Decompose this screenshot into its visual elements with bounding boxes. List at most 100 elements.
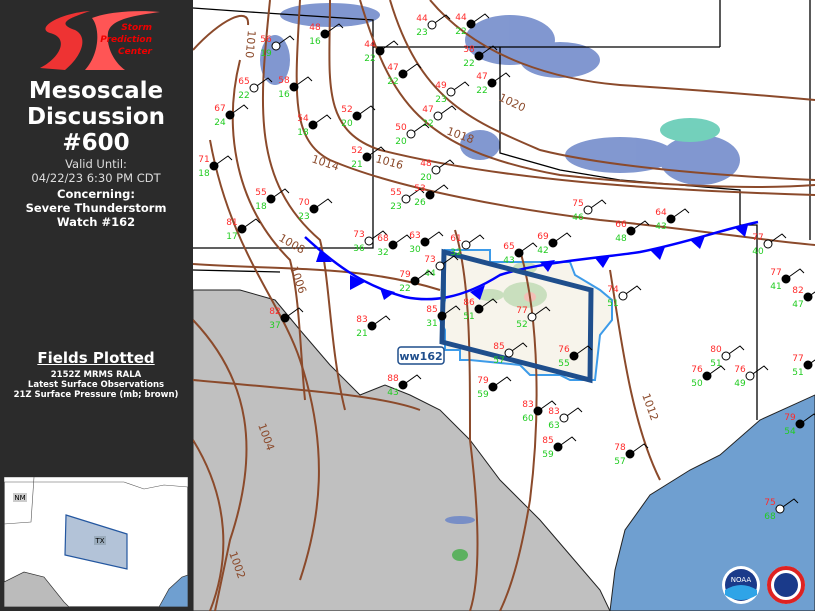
- sky-cover-icon: [367, 321, 377, 331]
- wind-barb-icon: [392, 234, 412, 246]
- wind-barb-icon: [356, 105, 376, 117]
- dewpoint: 23: [416, 28, 427, 38]
- sky-cover-icon: [721, 351, 731, 361]
- svg-text:Center: Center: [118, 47, 153, 57]
- dewpoint: 20: [395, 137, 407, 147]
- sky-cover-icon: [431, 165, 441, 175]
- temperature: 88: [387, 374, 399, 384]
- title-line: Discussion: [26, 104, 166, 130]
- dewpoint: 18: [198, 169, 210, 179]
- watch-label-text: ww162: [399, 350, 442, 363]
- dewpoint: 49: [734, 379, 746, 389]
- dewpoint: 48: [615, 234, 627, 244]
- sky-cover-icon: [548, 238, 558, 248]
- dewpoint: 23: [390, 202, 401, 212]
- concerning-text: Severe Thunderstorm: [25, 201, 167, 215]
- wind-barb-icon: [587, 199, 607, 211]
- dewpoint: 22: [238, 91, 249, 101]
- wind-barb-icon: [706, 365, 726, 377]
- dewpoint: 22: [364, 54, 375, 64]
- dewpoint: 26: [414, 198, 426, 208]
- wind-barb-icon: [441, 305, 461, 317]
- sky-cover-icon: [474, 51, 484, 61]
- sky-cover-icon: [553, 442, 563, 452]
- dewpoint: 22: [463, 59, 474, 69]
- dewpoint: 32: [377, 248, 388, 258]
- sky-cover-icon: [461, 240, 471, 250]
- wind-barb-icon: [410, 123, 430, 135]
- wind-barb-icon: [379, 40, 399, 52]
- dewpoint: 51: [463, 312, 474, 322]
- temperature: 76: [691, 365, 703, 375]
- temperature: 77: [516, 306, 527, 316]
- field-item: 2152Z MRMS RALA: [50, 370, 142, 380]
- temperature: 83: [548, 407, 559, 417]
- sky-cover-icon: [446, 87, 456, 97]
- concerning: Concerning: Severe Thunderstorm Watch #1…: [0, 187, 192, 229]
- dewpoint: 54: [784, 427, 796, 437]
- temperature: 80: [710, 345, 722, 355]
- wind-barb-icon: [270, 188, 290, 200]
- dewpoint: 18: [297, 128, 309, 138]
- wind-barb-icon: [312, 114, 332, 126]
- sky-cover-icon: [514, 248, 524, 258]
- mesoscale-map: 1020 1018 1016 1014 1010 1008 1006 1004 …: [193, 0, 815, 611]
- dewpoint: 68: [764, 512, 776, 522]
- mexico-region: [193, 289, 611, 611]
- wind-barb-icon: [807, 359, 815, 366]
- dewpoint: 22: [422, 119, 433, 129]
- isobars: [193, 0, 815, 611]
- wind-barb-icon: [437, 105, 457, 117]
- svg-text:NOAA: NOAA: [731, 576, 752, 584]
- dewpoint: 36: [353, 244, 365, 254]
- temperature: 70: [298, 198, 310, 208]
- dewpoint: 23: [435, 95, 446, 105]
- sky-cover-icon: [289, 82, 299, 92]
- sky-cover-icon: [398, 380, 408, 390]
- temperature: 74: [607, 285, 619, 295]
- wind-barb-icon: [799, 413, 815, 425]
- sky-cover-icon: [781, 274, 791, 284]
- spc-logo: Storm Prediction Center: [40, 11, 160, 70]
- wind-barb-icon: [552, 232, 572, 244]
- wind-barb-icon: [366, 146, 386, 158]
- sky-cover-icon: [362, 152, 372, 162]
- sky-cover-icon: [352, 111, 362, 121]
- wind-barb-icon: [537, 400, 557, 412]
- temperature: 61: [450, 234, 461, 244]
- concerning-label: Concerning:: [57, 187, 135, 201]
- watch-label[interactable]: ww162: [397, 346, 445, 365]
- sky-cover-icon: [266, 194, 276, 204]
- dewpoint: 19: [260, 49, 272, 59]
- wind-barb-icon: [557, 436, 577, 448]
- temperature: 79: [399, 270, 411, 280]
- temperature: 86: [463, 298, 475, 308]
- sky-cover-icon: [745, 371, 755, 381]
- wind-barb-icon: [424, 231, 444, 243]
- wind-barb-icon: [402, 374, 422, 386]
- sky-cover-icon: [474, 304, 484, 314]
- radar-echoes: [260, 3, 740, 561]
- isobar-label: 1010: [243, 30, 258, 59]
- inset-label-tx: TX: [94, 537, 104, 545]
- fields-list: 2152Z MRMS RALA Latest Surface Observati…: [0, 370, 192, 400]
